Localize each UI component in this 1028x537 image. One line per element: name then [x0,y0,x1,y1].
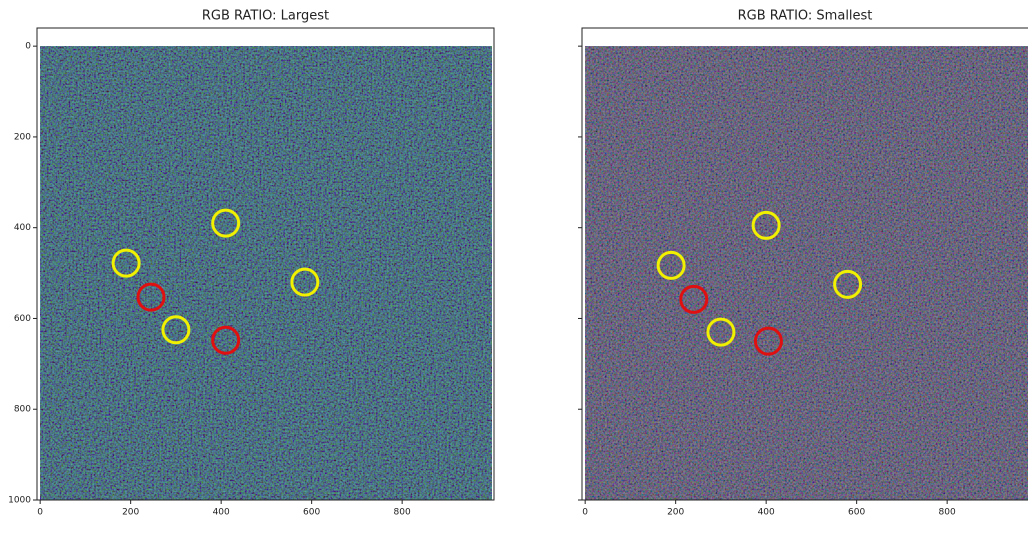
x-tick-label: 200 [122,508,139,518]
x-tick-label: 600 [303,508,320,518]
y-tick-label: 0 [25,42,31,52]
figure: RGB RATIO: Largest 0 200 400 600 800 0 200 400 60… [0,0,1028,537]
y-tick-label: 400 [14,223,31,233]
chart-title: RGB RATIO: Smallest [738,9,873,24]
x-tick-label: 200 [667,508,684,518]
x-tick-label: 600 [848,508,865,518]
y-tick-label: 1000 [8,496,31,506]
x-tick-label: 0 [582,508,588,518]
x-tick-label: 800 [394,508,411,518]
x-tick-label: 800 [939,508,956,518]
chart-title: RGB RATIO: Largest [202,9,329,24]
image-noise [585,46,1028,500]
y-tick-label: 200 [14,132,31,142]
x-tick-label: 400 [213,508,230,518]
y-tick-label: 800 [14,405,31,415]
y-tick-label: 600 [14,314,31,324]
image-noise [40,46,492,500]
x-tick-label: 0 [37,508,43,518]
x-tick-label: 400 [758,508,775,518]
